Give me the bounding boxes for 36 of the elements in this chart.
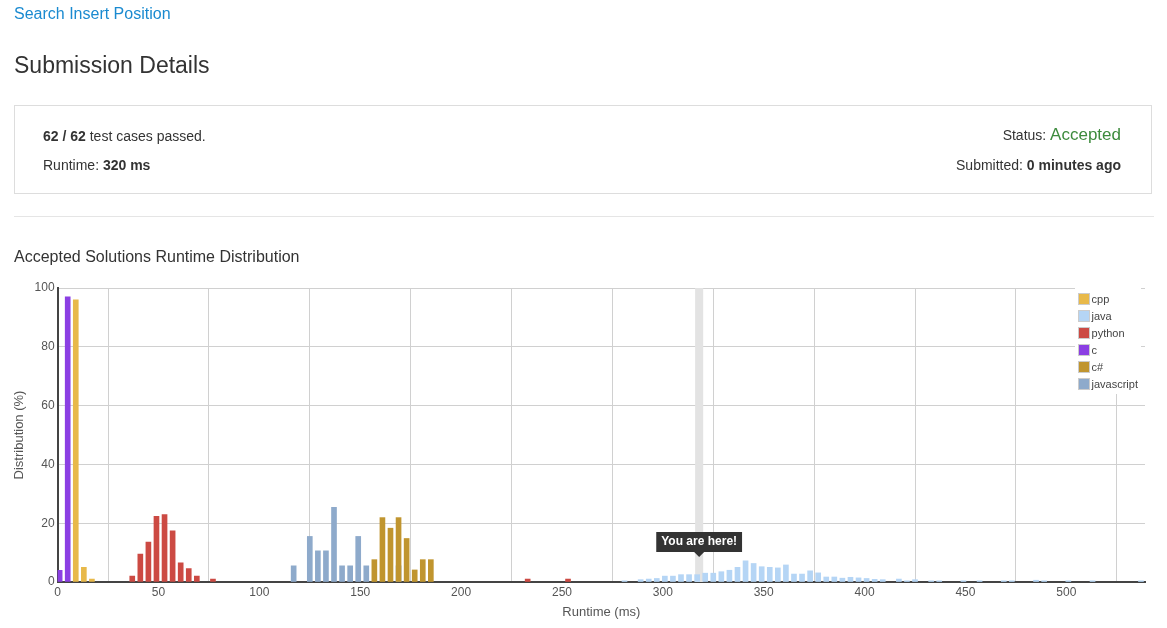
x-tick-label: 50 <box>151 584 166 599</box>
x-tick-label: 150 <box>350 584 371 599</box>
y-tick-label: 100 <box>34 280 55 295</box>
y-tick-label: 0 <box>47 574 55 589</box>
text: Runtime: <box>43 157 100 173</box>
legend-label: cpp <box>1091 292 1110 305</box>
x-tick-label: 450 <box>955 584 976 599</box>
x-tick-label: 200 <box>451 584 472 599</box>
x-tick-label: 300 <box>652 584 674 599</box>
legend-label: c <box>1091 343 1098 356</box>
text: Accepted <box>1050 125 1121 144</box>
text: Search Insert Position <box>14 5 171 23</box>
legend-label: javascript <box>1091 377 1138 390</box>
chart-title: Accepted Solutions Runtime Distribution <box>14 248 300 266</box>
chart-subtitle: Submission Details <box>14 52 210 79</box>
legend-label: python <box>1091 326 1125 339</box>
x-tick-label: 400 <box>854 584 875 599</box>
text: Submitted: <box>956 157 1023 173</box>
x-axis-title: Runtime (ms) <box>562 603 641 619</box>
y-tick-label: 80 <box>41 339 55 354</box>
y-tick-label: 60 <box>41 397 55 412</box>
text: test cases passed. <box>89 128 206 144</box>
y-axis-title: Distribution (%) <box>11 390 27 480</box>
legend-label: java <box>1091 309 1112 322</box>
y-tick-label: 20 <box>41 515 55 530</box>
text: Status: <box>1002 127 1047 143</box>
band-label: You are here! <box>661 534 738 549</box>
y-tick-label: 40 <box>41 456 55 471</box>
x-tick-label: 100 <box>249 584 270 599</box>
text: 0 minutes ago <box>1026 157 1121 173</box>
x-tick-label: 350 <box>753 584 775 599</box>
legend-label: c# <box>1091 360 1104 373</box>
text: 320 ms <box>102 157 151 173</box>
text: 62 / 62 <box>43 128 86 144</box>
x-tick-label: 250 <box>551 584 573 599</box>
x-tick-label: 500 <box>1056 584 1077 599</box>
